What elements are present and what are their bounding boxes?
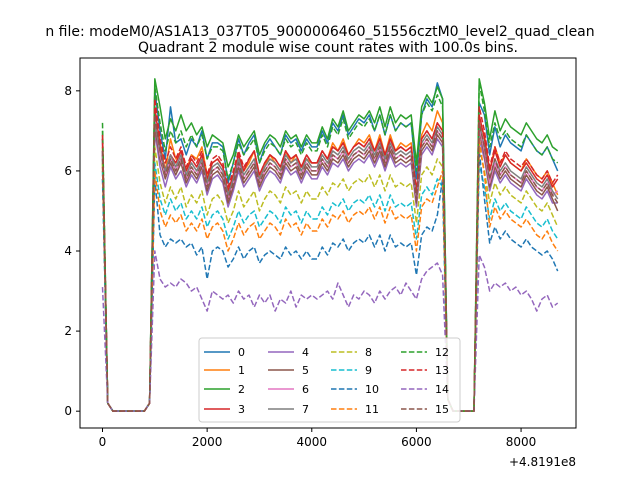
legend-label-12: 12: [435, 346, 449, 359]
legend-label-8: 8: [365, 346, 372, 359]
legend-label-4: 4: [302, 346, 309, 359]
series-line-10: [101, 150, 559, 412]
axis-ticks: 0 2000 4000 6000 8000 0 2 4 6 8: [64, 84, 536, 449]
plot-area: 0 2000 4000 6000 8000 0 2 4 6 8: [64, 57, 577, 449]
series-line-12: [101, 82, 559, 412]
series-layer: [101, 78, 559, 412]
series-line-0: [101, 82, 559, 412]
series-line-15: [101, 114, 559, 412]
legend-label-10: 10: [365, 383, 379, 396]
y-tick-label: 6: [64, 164, 72, 178]
y-tick-label: 2: [64, 324, 72, 338]
y-tick-label: 0: [64, 404, 72, 418]
legend-label-11: 11: [365, 403, 379, 416]
y-tick-label: 8: [64, 84, 72, 98]
x-tick-label: 4000: [297, 435, 328, 449]
series-line-11: [101, 138, 559, 412]
series-line-14: [101, 250, 559, 412]
series-line-4: [101, 130, 558, 412]
chart-title: Quadrant 2 module wise count rates with …: [138, 40, 518, 56]
legend-label-14: 14: [435, 383, 449, 396]
legend-label-15: 15: [435, 403, 449, 416]
legend-box: [198, 337, 461, 423]
plot-frame: [79, 57, 577, 429]
legend-label-6: 6: [302, 383, 309, 396]
series-line-2: [101, 78, 559, 412]
x-tick-label: 6000: [401, 435, 432, 449]
y-tick-label: 4: [64, 244, 72, 258]
legend-label-7: 7: [302, 403, 309, 416]
series-line-9: [101, 162, 559, 412]
legend-label-3: 3: [238, 403, 245, 416]
legend-label-9: 9: [365, 364, 372, 377]
legend-label-0: 0: [238, 346, 245, 359]
x-tick-label: 8000: [506, 435, 537, 449]
legend-label-1: 1: [238, 364, 245, 377]
legend-label-5: 5: [302, 364, 309, 377]
legend-label-13: 13: [435, 364, 449, 377]
series-line-13: [101, 98, 559, 412]
x-offset-text: +4.8191e8: [509, 455, 576, 469]
legend-label-2: 2: [238, 383, 245, 396]
series-line-5: [101, 126, 559, 412]
figure-suptitle: n file: modeM0/AS1A13_037T05_9000006460_…: [45, 24, 594, 40]
x-tick-label: 0: [99, 435, 107, 449]
x-tick-label: 2000: [192, 435, 223, 449]
